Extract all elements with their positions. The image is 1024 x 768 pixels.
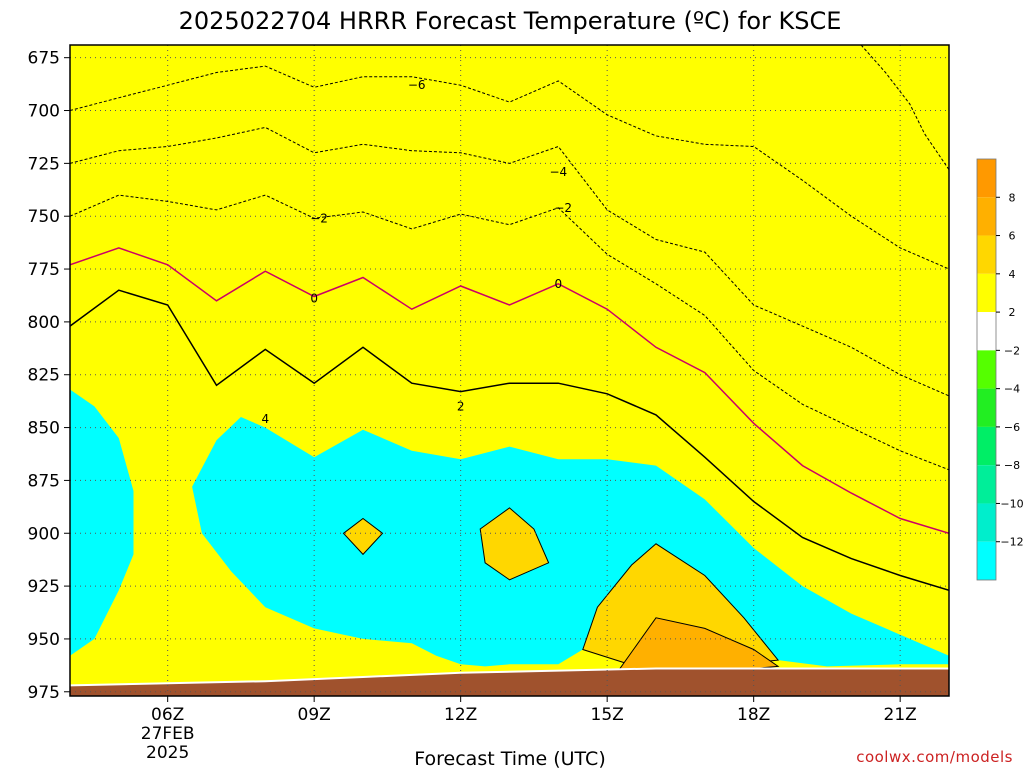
dashed-contour-minus4 xyxy=(70,126,949,397)
x-tick-label: 12Z xyxy=(444,705,477,725)
y-tick-label: 700 xyxy=(28,102,60,122)
contour-label: −6 xyxy=(408,78,426,92)
y-tick-label: 900 xyxy=(28,524,60,544)
colorbar-label: −4 xyxy=(1004,383,1020,396)
x-tick-label: 18Z xyxy=(737,705,770,725)
y-tick-label: 925 xyxy=(28,577,60,597)
contour-line-0 xyxy=(70,247,949,535)
y-tick-label: 850 xyxy=(28,419,60,439)
dashed-contour-minus2 xyxy=(70,194,949,471)
contour-label: 4 xyxy=(262,412,270,426)
colorbar-swatch xyxy=(977,235,996,274)
temp-band-4 xyxy=(70,45,949,696)
contour-line-layer xyxy=(70,45,949,592)
y-tick-label: 975 xyxy=(28,683,60,703)
dashed-contour-minus8 xyxy=(860,45,949,170)
temp-band-6 xyxy=(342,517,384,556)
y-tick-label: 725 xyxy=(28,154,60,174)
colorbar-label: 4 xyxy=(1009,268,1016,281)
colorbar-frame xyxy=(976,158,997,581)
colorbar: 8 6 4 2 −2 −4 −6 −8 −10 −12 xyxy=(976,158,1024,581)
contour-label-layer: −6 −4 −2 −2 0 0 2 4 xyxy=(262,78,573,426)
plot-frame xyxy=(69,44,950,697)
y-tick-label: 825 xyxy=(28,366,60,386)
y-tick-label: 675 xyxy=(28,49,60,69)
x-tick-label: 15Z xyxy=(591,705,624,725)
colorbar-label: −2 xyxy=(1004,344,1020,357)
ground-layer xyxy=(70,668,949,696)
colorbar-swatch xyxy=(977,503,996,542)
colorbar-swatch xyxy=(977,273,996,313)
x-axis-title: Forecast Time (UTC) xyxy=(414,748,605,768)
colorbar-swatch xyxy=(977,350,996,389)
x-tick-label: 09Z xyxy=(298,705,331,725)
x-tick-label: 21Z xyxy=(884,705,917,725)
x-tick-sublabel: 2025 xyxy=(146,743,189,763)
colorbar-swatch xyxy=(977,426,996,466)
colorbar-swatch xyxy=(977,541,996,580)
y-tick-label: 775 xyxy=(28,260,60,280)
chart-title: 2025022704 HRRR Forecast Temperature (ºC… xyxy=(179,7,842,35)
colorbar-swatch xyxy=(977,465,996,504)
colorbar-label: −6 xyxy=(1004,421,1020,434)
x-tick-sublabel: 27FEB xyxy=(141,724,195,744)
contour-label: 2 xyxy=(457,399,465,413)
y-tick-label: 950 xyxy=(28,630,60,650)
dashed-contour-minus6 xyxy=(70,65,949,270)
y-tick-label: 750 xyxy=(28,207,60,227)
y-tick-label: 875 xyxy=(28,471,60,491)
colorbar-swatch xyxy=(977,388,996,427)
colorbar-swatch xyxy=(977,312,996,351)
colorbar-swatch xyxy=(977,159,996,198)
contour-line-2 xyxy=(70,289,949,592)
colorbar-label: −10 xyxy=(1000,497,1023,510)
contour-label: 0 xyxy=(310,292,318,306)
contour-label: −4 xyxy=(549,165,567,179)
contour-label: −2 xyxy=(554,201,572,215)
y-axis: 675 700 725 750 775 800 825 850 875 900 925 950 975 xyxy=(28,49,70,703)
contour-label: 0 xyxy=(555,277,563,291)
colorbar-label: 8 xyxy=(1009,191,1016,204)
colorbar-label: 6 xyxy=(1009,230,1016,243)
temperature-fill-layer xyxy=(70,45,949,696)
ground-edge xyxy=(70,667,949,687)
colorbar-swatch xyxy=(977,197,996,236)
colorbar-label: 2 xyxy=(1009,306,1016,319)
x-tick-label: 06Z xyxy=(151,705,184,725)
colorbar-label: −8 xyxy=(1004,459,1020,472)
y-tick-label: 800 xyxy=(28,313,60,333)
credit-text: coolwx.com/models xyxy=(856,748,1013,766)
contour-label: −2 xyxy=(310,211,328,225)
colorbar-label: −12 xyxy=(1000,536,1023,549)
temp-band-6 xyxy=(479,507,550,581)
